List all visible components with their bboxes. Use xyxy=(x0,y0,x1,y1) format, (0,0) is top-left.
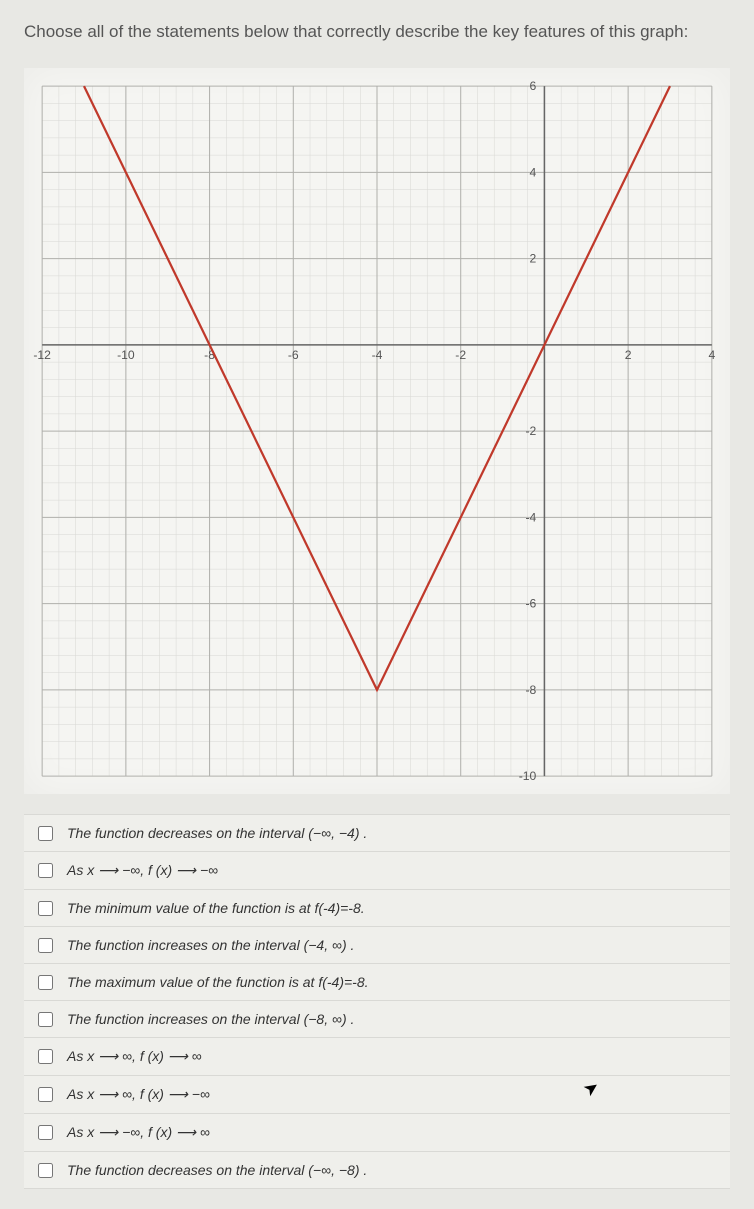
svg-text:-10: -10 xyxy=(519,769,537,783)
option-label: As x ⟶ −∞, f (x) ⟶ −∞ xyxy=(67,862,218,879)
svg-text:2: 2 xyxy=(625,348,632,362)
option-row[interactable]: The function increases on the interval (… xyxy=(24,1001,730,1038)
option-label: As x ⟶ −∞, f (x) ⟶ ∞ xyxy=(67,1124,210,1141)
option-checkbox[interactable] xyxy=(38,1125,53,1140)
option-checkbox[interactable] xyxy=(38,901,53,916)
option-label: As x ⟶ ∞, f (x) ⟶ ∞ xyxy=(67,1048,202,1065)
option-checkbox[interactable] xyxy=(38,863,53,878)
svg-text:-8: -8 xyxy=(525,683,536,697)
option-row[interactable]: The function decreases on the interval (… xyxy=(24,814,730,852)
svg-text:4: 4 xyxy=(530,165,537,179)
question-text: Choose all of the statements below that … xyxy=(24,20,730,44)
option-row[interactable]: The minimum value of the function is at … xyxy=(24,890,730,927)
option-label: The minimum value of the function is at … xyxy=(67,900,365,916)
svg-text:-2: -2 xyxy=(525,424,536,438)
graph-svg: -12-10-8-6-4-224246-2-4-6-8-10 xyxy=(32,76,722,786)
option-checkbox[interactable] xyxy=(38,1049,53,1064)
svg-text:6: 6 xyxy=(530,79,537,93)
option-row[interactable]: The function increases on the interval (… xyxy=(24,927,730,964)
option-row[interactable]: The maximum value of the function is at … xyxy=(24,964,730,1001)
graph-panel: -12-10-8-6-4-224246-2-4-6-8-10 xyxy=(24,68,730,794)
svg-text:2: 2 xyxy=(530,251,537,265)
option-row[interactable]: The function decreases on the interval (… xyxy=(24,1152,730,1189)
option-label: As x ⟶ ∞, f (x) ⟶ −∞ xyxy=(67,1086,210,1103)
svg-text:-6: -6 xyxy=(525,596,536,610)
option-checkbox[interactable] xyxy=(38,826,53,841)
svg-text:-4: -4 xyxy=(525,510,536,524)
svg-text:4: 4 xyxy=(708,348,715,362)
option-row[interactable]: As x ⟶ ∞, f (x) ⟶ −∞ xyxy=(24,1076,730,1114)
options-list: The function decreases on the interval (… xyxy=(24,814,730,1189)
option-checkbox[interactable] xyxy=(38,1087,53,1102)
option-checkbox[interactable] xyxy=(38,975,53,990)
option-row[interactable]: As x ⟶ −∞, f (x) ⟶ ∞ xyxy=(24,1114,730,1152)
option-label: The function increases on the interval (… xyxy=(67,1011,354,1027)
svg-text:-12: -12 xyxy=(33,348,51,362)
svg-text:-6: -6 xyxy=(288,348,299,362)
option-label: The function decreases on the interval (… xyxy=(67,825,367,841)
option-checkbox[interactable] xyxy=(38,1163,53,1178)
option-label: The maximum value of the function is at … xyxy=(67,974,369,990)
option-label: The function decreases on the interval (… xyxy=(67,1162,367,1178)
option-checkbox[interactable] xyxy=(38,1012,53,1027)
option-row[interactable]: As x ⟶ −∞, f (x) ⟶ −∞ xyxy=(24,852,730,890)
option-row[interactable]: As x ⟶ ∞, f (x) ⟶ ∞ xyxy=(24,1038,730,1076)
option-checkbox[interactable] xyxy=(38,938,53,953)
option-label: The function increases on the interval (… xyxy=(67,937,354,953)
svg-text:-10: -10 xyxy=(117,348,135,362)
svg-text:-2: -2 xyxy=(455,348,466,362)
worksheet-container: Choose all of the statements below that … xyxy=(24,20,730,1189)
svg-text:-4: -4 xyxy=(372,348,383,362)
